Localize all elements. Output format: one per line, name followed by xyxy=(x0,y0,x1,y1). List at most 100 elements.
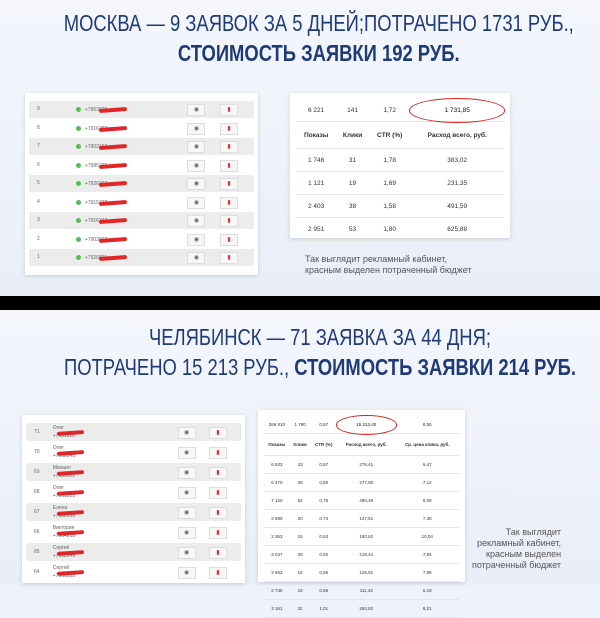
data-cell: 111,42 xyxy=(337,581,396,600)
caption-line: Так выглядит xyxy=(505,527,562,537)
lead-number: 64 xyxy=(34,569,40,575)
divider xyxy=(0,296,600,310)
delete-button[interactable]: ▮ xyxy=(208,507,227,519)
data-cell: 2 689 xyxy=(264,509,290,528)
stats-card: 6 221 141 1,72 1 731,85 Показы Клики CTR (%) Ра… xyxy=(290,93,510,241)
data-cell: 491,59 xyxy=(410,194,504,218)
lead-phone: +7903157 xyxy=(84,144,108,151)
view-button[interactable]: ◉ xyxy=(187,215,206,228)
view-button[interactable]: ◉ xyxy=(187,196,206,209)
header-cell: CTR (%) xyxy=(368,121,411,149)
status-dot xyxy=(75,144,81,150)
lead-name: Виктория xyxy=(52,525,75,531)
delete-button[interactable]: ▮ xyxy=(208,487,227,499)
caption-line: рекламный кабинет, xyxy=(476,538,562,548)
view-button[interactable]: ◉ xyxy=(187,233,206,246)
view-button[interactable]: ◉ xyxy=(187,122,206,135)
lead-row: 69 Михаил +7908001 ◉ ▮ xyxy=(26,463,241,481)
view-button[interactable]: ◉ xyxy=(177,507,196,519)
delete-button[interactable]: ▮ xyxy=(208,567,227,579)
data-cell: 54 xyxy=(289,491,311,510)
title: МОСКВА — 9 ЗАЯВОК ЗА 5 ДНЕЙ;ПОТРАЧЕНО 17… xyxy=(63,10,574,36)
lead-phone: +7904818 xyxy=(52,533,76,539)
view-button[interactable]: ◉ xyxy=(187,104,206,117)
view-button[interactable]: ◉ xyxy=(177,447,196,459)
data-row: 7 120 54 0,76 490,48 9,08 xyxy=(264,491,459,510)
lead-phone: +7922010 xyxy=(52,513,76,519)
data-cell: 6 633 xyxy=(264,455,290,474)
header-cell: Расход всего, руб. xyxy=(337,433,396,456)
lead-phone: +7908001 xyxy=(52,473,76,479)
view-button[interactable]: ◉ xyxy=(187,178,206,191)
delete-button[interactable]: ▮ xyxy=(220,178,239,191)
view-button[interactable]: ◉ xyxy=(187,141,206,154)
redaction xyxy=(98,236,127,243)
delete-button[interactable]: ▮ xyxy=(220,159,239,172)
data-cell: 16 xyxy=(289,563,311,582)
header-cell: Расход всего, руб. xyxy=(410,121,504,149)
data-cell: 1,78 xyxy=(368,148,411,172)
view-button[interactable]: ◉ xyxy=(177,567,196,579)
data-cell: 7,86 xyxy=(395,563,459,582)
view-button[interactable]: ◉ xyxy=(177,487,196,499)
lead-number: 68 xyxy=(34,489,40,495)
data-cell: 150,62 xyxy=(337,527,396,546)
title: ПОТРАЧЕНО 15 213 РУБ., xyxy=(63,354,290,380)
view-button[interactable]: ◉ xyxy=(187,252,206,265)
data-cell: 2 951 xyxy=(296,217,337,241)
delete-button[interactable]: ▮ xyxy=(208,547,227,559)
view-button[interactable]: ◉ xyxy=(187,159,206,172)
lead-number: 8 xyxy=(37,124,40,131)
delete-button[interactable]: ▮ xyxy=(220,141,239,154)
lead-phone: +7926801 xyxy=(84,255,108,262)
caption-line: красным выделен xyxy=(486,549,562,559)
delete-button[interactable]: ▮ xyxy=(208,527,227,539)
header-cell: Клики xyxy=(336,121,369,149)
lead-phone: +7900233 xyxy=(52,573,76,579)
stats-card: 266 810 1 780 0,67 15 213,40 8,55 Показы Клики… xyxy=(258,410,465,618)
data-row: 3 161 32 1,01 262,82 8,21 xyxy=(264,599,459,618)
data-cell: 0,63 xyxy=(310,527,338,546)
delete-button[interactable]: ▮ xyxy=(220,252,239,265)
data-cell: 53 xyxy=(336,217,369,241)
lead-phone: +7951233 xyxy=(52,493,76,499)
data-cell: 3 161 xyxy=(264,599,290,618)
delete-button[interactable]: ▮ xyxy=(208,427,227,439)
data-row: 3 047 28 0,92 219,44 7,84 xyxy=(264,545,459,564)
data-cell: 276,41 xyxy=(337,455,396,474)
caption: Так выглядит рекламный кабинет, красным в… xyxy=(305,254,472,276)
view-button[interactable]: ◉ xyxy=(177,547,196,559)
lead-number: 66 xyxy=(34,529,40,535)
delete-button[interactable]: ▮ xyxy=(208,467,227,479)
caption-line: потраченный бюджет xyxy=(472,560,562,570)
lead-row: 70 Олег +7908245 ◉ ▮ xyxy=(26,443,241,461)
data-cell: 2 403 xyxy=(296,194,337,218)
view-button[interactable]: ◉ xyxy=(177,467,196,479)
lead-name: Сергей xyxy=(52,565,70,571)
title-bold: СТОИМОСТЬ ЗАЯВКИ 192 РУБ. xyxy=(177,40,460,66)
data-cell: 625,88 xyxy=(410,217,504,241)
delete-button[interactable]: ▮ xyxy=(220,196,239,209)
lead-number: 3 xyxy=(37,217,40,224)
view-button[interactable]: ◉ xyxy=(177,427,196,439)
delete-button[interactable]: ▮ xyxy=(220,215,239,228)
lead-number: 67 xyxy=(34,509,40,515)
delete-button[interactable]: ▮ xyxy=(220,104,239,117)
lead-phone: +7908245 xyxy=(52,453,76,459)
delete-button[interactable]: ▮ xyxy=(220,122,239,135)
data-cell: 10,04 xyxy=(395,527,459,546)
lead-number: 69 xyxy=(34,469,40,475)
lead-number: 7 xyxy=(37,143,40,150)
view-button[interactable]: ◉ xyxy=(177,527,196,539)
lead-row: 1 +7926801 ◉ ▮ xyxy=(29,249,254,266)
data-row: 2 862 16 0,56 125,91 7,86 xyxy=(264,563,459,582)
data-row: 2 951 53 1,80 625,88 xyxy=(296,217,504,241)
data-cell: 38 xyxy=(336,194,369,218)
delete-button[interactable]: ▮ xyxy=(208,447,227,459)
data-cell: 490,48 xyxy=(337,491,396,510)
lead-name: Сергей xyxy=(52,545,70,551)
summary-row: 6 221 141 1,72 1 731,85 xyxy=(296,98,505,123)
lead-phone: +7912345 xyxy=(52,553,76,559)
data-row: 2 689 20 0,74 147,51 7,38 xyxy=(264,509,459,528)
delete-button[interactable]: ▮ xyxy=(220,233,239,246)
